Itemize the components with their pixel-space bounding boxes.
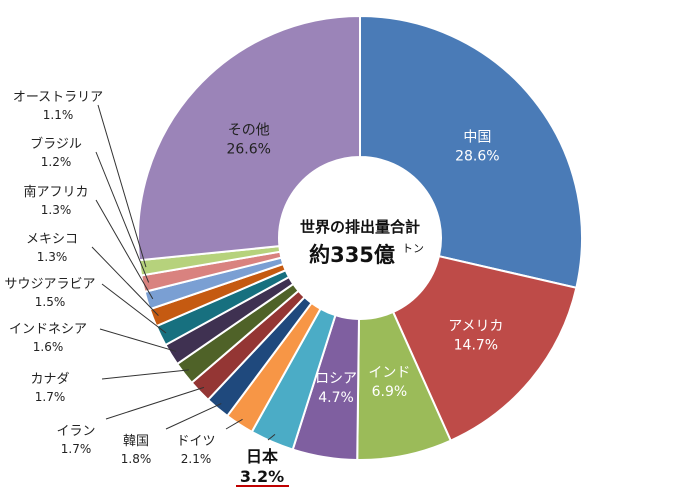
slice-value-カナダ: 1.7% bbox=[35, 390, 66, 404]
leader-line-group bbox=[91, 104, 276, 441]
slice-label-オーストラリア: オーストラリア bbox=[13, 90, 103, 105]
leader-line-南アフリカ bbox=[95, 199, 154, 300]
slice-label-カナダ: カナダ bbox=[30, 372, 69, 387]
leader-line-サウジアラビア bbox=[101, 283, 167, 334]
slice-label-イラン: イラン bbox=[56, 424, 95, 439]
leader-line-インドネシア bbox=[99, 328, 177, 352]
leader-line-メキシコ bbox=[91, 246, 159, 316]
slice-value-ブラジル: 1.2% bbox=[41, 155, 72, 169]
leader-line-日本 bbox=[267, 434, 276, 441]
slice-label-アメリカ: アメリカ bbox=[448, 318, 503, 334]
slice-label-韓国: 韓国 bbox=[123, 434, 149, 449]
center-unit: トン bbox=[402, 242, 424, 255]
slice-label-サウジアラビア: サウジアラビア bbox=[4, 277, 95, 292]
slice-value-南アフリカ: 1.3% bbox=[41, 203, 72, 217]
leader-line-オーストラリア bbox=[97, 104, 147, 268]
slice-label-その他: その他 bbox=[228, 122, 270, 138]
slice-group bbox=[137, 14, 583, 461]
center-title: 世界の排出量合計 bbox=[300, 218, 420, 236]
slice-label-ドイツ: ドイツ bbox=[176, 434, 215, 449]
slice-label-日本: 日本 bbox=[246, 447, 278, 466]
slice-label-ロシア: ロシア bbox=[315, 371, 357, 387]
leader-line-カナダ bbox=[101, 369, 189, 380]
slice-label-中国: 中国 bbox=[463, 130, 491, 146]
slice-value-オーストラリア: 1.1% bbox=[43, 108, 74, 122]
center-total: 約335億 bbox=[309, 243, 395, 267]
slice-value-イラン: 1.7% bbox=[61, 442, 92, 456]
slice-label-南アフリカ: 南アフリカ bbox=[23, 184, 88, 200]
slice-value-中国: 28.6% bbox=[455, 149, 499, 165]
slice-アメリカ bbox=[391, 254, 578, 442]
slice-value-ドイツ: 2.1% bbox=[181, 452, 212, 466]
leader-line-イラン bbox=[105, 386, 205, 420]
leader-line-韓国 bbox=[165, 403, 222, 430]
slice-value-メキシコ: 1.3% bbox=[37, 250, 68, 264]
slice-value-その他: 26.6% bbox=[226, 141, 270, 157]
slice-その他 bbox=[137, 14, 361, 262]
center-label: 世界の排出量合計 約335億 トン bbox=[300, 218, 424, 267]
slice-value-インド: 6.9% bbox=[372, 384, 408, 400]
slice-value-韓国: 1.8% bbox=[121, 452, 152, 466]
leader-line-ブラジル bbox=[95, 151, 150, 283]
slice-value-インドネシア: 1.6% bbox=[33, 340, 64, 354]
slice-中国 bbox=[359, 14, 583, 289]
slice-label-インドネシア: インドネシア bbox=[9, 322, 87, 337]
slice-value-アメリカ: 14.7% bbox=[454, 337, 498, 353]
slice-label-インド: インド bbox=[368, 365, 410, 381]
slice-value-サウジアラビア: 1.5% bbox=[35, 295, 66, 309]
slice-label-ブラジル: ブラジル bbox=[30, 136, 82, 152]
slice-value-ロシア: 4.7% bbox=[318, 390, 354, 406]
slice-value-日本: 3.2% bbox=[240, 467, 284, 486]
label-group: 中国 28.6% アメリカ 14.7% インド 6.9% ロシア 4.7% その他 26.6% ドイ… bbox=[4, 90, 504, 487]
slice-label-メキシコ: メキシコ bbox=[26, 232, 78, 247]
leader-line-ドイツ bbox=[225, 418, 243, 430]
